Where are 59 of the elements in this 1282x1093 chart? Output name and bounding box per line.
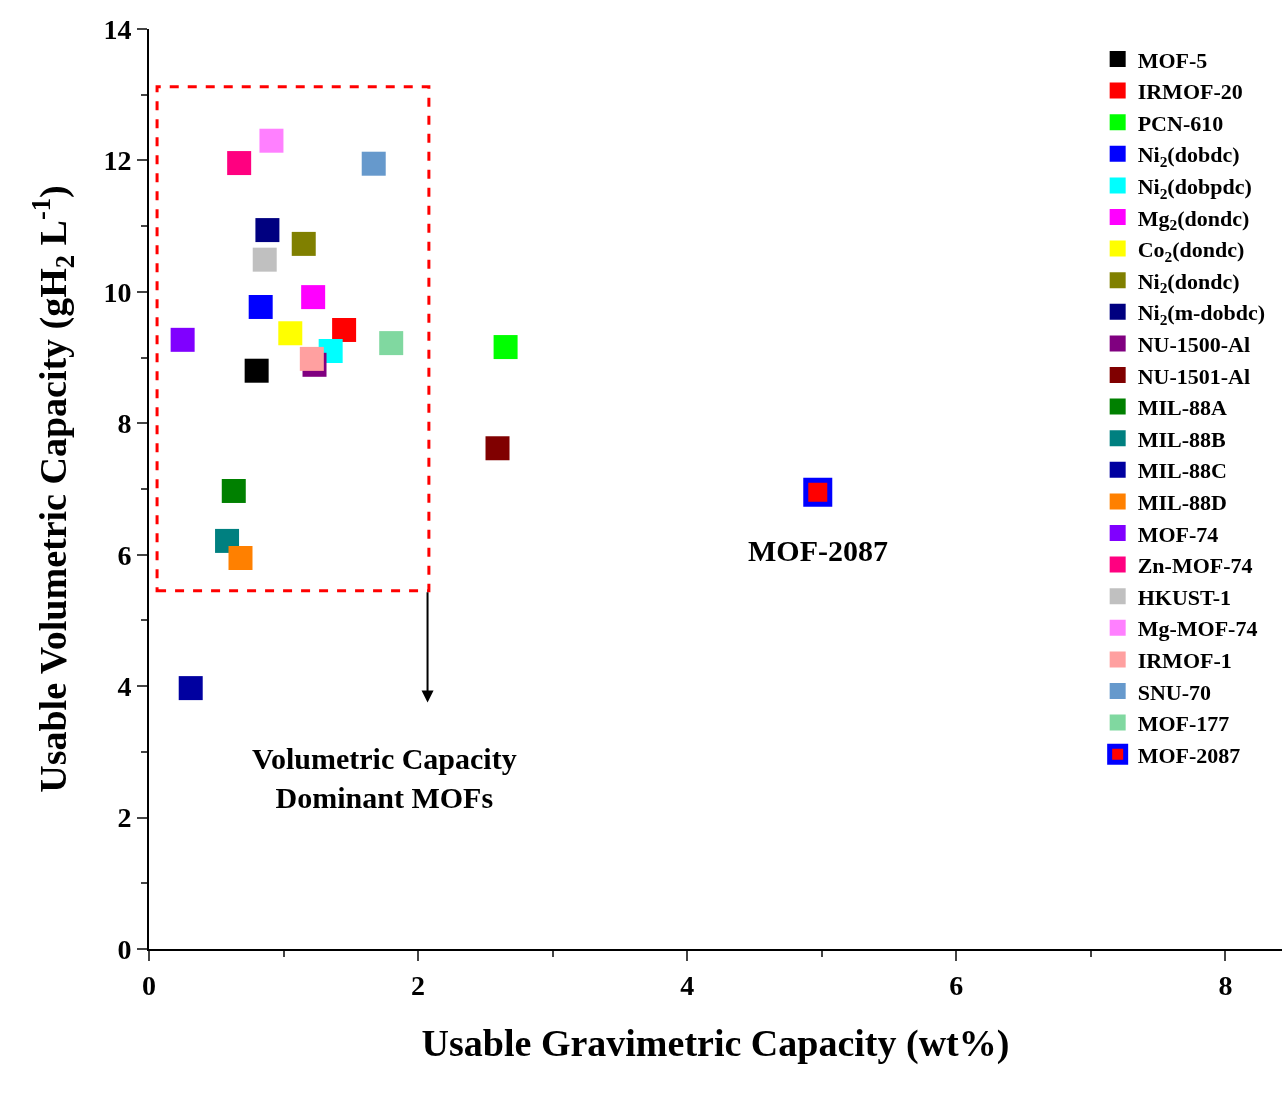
- legend-label: MIL-88A: [1137, 395, 1227, 421]
- x-tick-label: 0: [142, 969, 156, 1001]
- point: [221, 478, 246, 503]
- x-tick-label: 6: [949, 969, 964, 1001]
- legend-label: MIL-88C: [1137, 458, 1227, 484]
- point: [259, 128, 284, 153]
- annotation: MOF-2087: [748, 534, 888, 567]
- point: [332, 317, 357, 342]
- x-tick-label: 4: [680, 969, 695, 1001]
- point: [255, 218, 280, 243]
- legend-label: MOF-177: [1137, 711, 1230, 737]
- legend-label: MIL-88B: [1137, 426, 1226, 452]
- legend-label: IRMOF-1: [1137, 647, 1232, 673]
- point: [227, 151, 252, 176]
- legend-label: SNU-70: [1137, 679, 1212, 705]
- point: [485, 436, 510, 461]
- legend-label: MOF-74: [1137, 521, 1219, 547]
- legend-label: MIL-88D: [1137, 489, 1227, 515]
- point: [278, 321, 303, 346]
- legend-label: Zn-MOF-74: [1137, 553, 1253, 579]
- point: [170, 327, 195, 352]
- legend-label: MOF-5: [1137, 47, 1208, 73]
- point: [493, 335, 518, 360]
- point: [178, 676, 203, 701]
- y-tick-label: 0: [117, 933, 132, 965]
- y-tick-label: 4: [117, 670, 132, 702]
- point: [252, 247, 277, 272]
- legend-label: NU-1500-Al: [1137, 331, 1251, 357]
- y-tick-label: 8: [117, 408, 132, 440]
- point: [299, 346, 324, 371]
- point: [803, 477, 833, 507]
- legend-label: HKUST-1: [1137, 584, 1231, 610]
- legend-label: Ni$_{2}$(m-dobdc): [1137, 300, 1266, 328]
- x-axis-title: Usable Gravimetric Capacity (wt%): [421, 1022, 1010, 1066]
- legend-label: Mg-MOF-74: [1137, 616, 1258, 642]
- y-tick-label: 6: [117, 539, 132, 571]
- legend-label: Co$_{2}$(dondc): [1137, 237, 1245, 265]
- x-tick-label: 2: [411, 969, 426, 1001]
- legend-label: PCN-610: [1137, 110, 1224, 136]
- legend-label: Ni$_{2}$(dondc): [1137, 268, 1240, 297]
- x-tick-label: 8: [1218, 969, 1233, 1001]
- y-tick-label: 10: [103, 276, 132, 308]
- point: [228, 546, 253, 570]
- y-tick-label: 2: [117, 802, 132, 834]
- point: [248, 294, 273, 319]
- point: [361, 151, 386, 176]
- point: [244, 358, 269, 383]
- legend-label: MOF-2087: [1137, 742, 1241, 768]
- legend-label: NU-1501-Al: [1137, 363, 1251, 389]
- y-tick-label: 14: [103, 13, 132, 45]
- annotation: Volumetric Capacity Dominant MOFs: [252, 742, 517, 814]
- point: [291, 231, 316, 256]
- point: [379, 331, 404, 356]
- point: [301, 285, 326, 310]
- y-tick-label: 12: [103, 145, 132, 177]
- legend-label: Mg$_{2}$(dondc): [1137, 205, 1250, 234]
- legend-label: Ni$_{2}$(dobpdc): [1137, 173, 1252, 202]
- legend-label: IRMOF-20: [1137, 79, 1243, 105]
- legend-label: Ni$_{2}$(dobdc): [1137, 142, 1240, 170]
